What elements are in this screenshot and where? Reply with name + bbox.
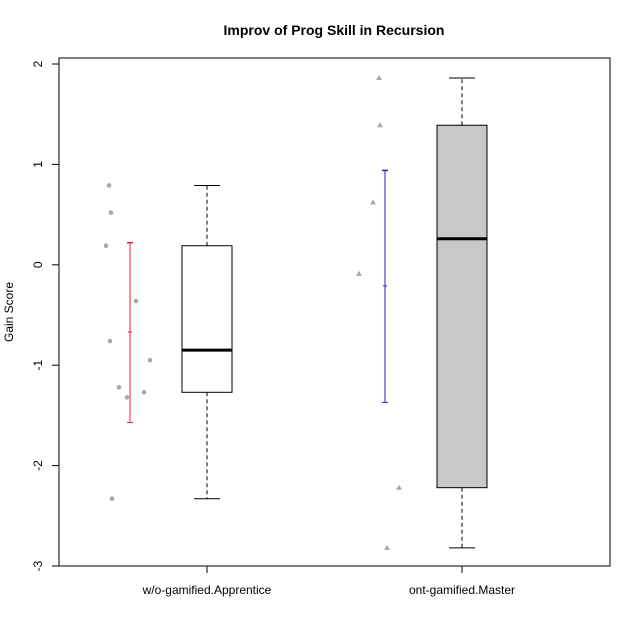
box-1 (181, 184, 233, 500)
y-tick-label: 2 (31, 60, 45, 67)
data-point (116, 384, 122, 390)
error-bar-2 (382, 169, 388, 403)
data-point (133, 298, 139, 304)
data-point (107, 338, 113, 344)
x-tick-label: ont-gamified.Master (409, 583, 515, 597)
y-axis: -3 -2 -1 0 1 2 (31, 60, 60, 571)
data-point (147, 357, 153, 363)
jitter-points (103, 75, 402, 550)
data-point (396, 484, 402, 490)
box-group (181, 77, 488, 549)
data-point (106, 183, 112, 188)
data-point (376, 75, 382, 81)
chart-title: Improv of Prog Skill in Recursion (224, 22, 445, 38)
box-body (181, 245, 233, 393)
y-tick-label: -3 (31, 560, 45, 571)
data-point (370, 199, 376, 205)
data-point (141, 390, 147, 395)
box-body (436, 124, 488, 489)
data-point (356, 270, 362, 276)
plot-frame (58, 57, 611, 567)
data-point (108, 210, 114, 215)
y-tick-label: 1 (31, 161, 45, 168)
y-tick-label: -2 (31, 460, 45, 471)
y-axis-title: Gain Score (2, 282, 16, 342)
y-tick-label: 0 (31, 261, 45, 268)
data-point (384, 544, 390, 550)
box-2 (436, 77, 488, 549)
error-bar-1 (127, 241, 133, 423)
x-tick-label: w/o-gamified.Apprentice (142, 583, 272, 597)
x-axis: w/o-gamified.Apprentice ont-gamified.Mast… (142, 566, 515, 597)
y-tick-label: -1 (31, 360, 45, 371)
data-point (103, 243, 109, 249)
data-point (109, 496, 115, 502)
data-point (377, 122, 383, 128)
data-point (124, 395, 130, 400)
error-bars (127, 169, 388, 423)
